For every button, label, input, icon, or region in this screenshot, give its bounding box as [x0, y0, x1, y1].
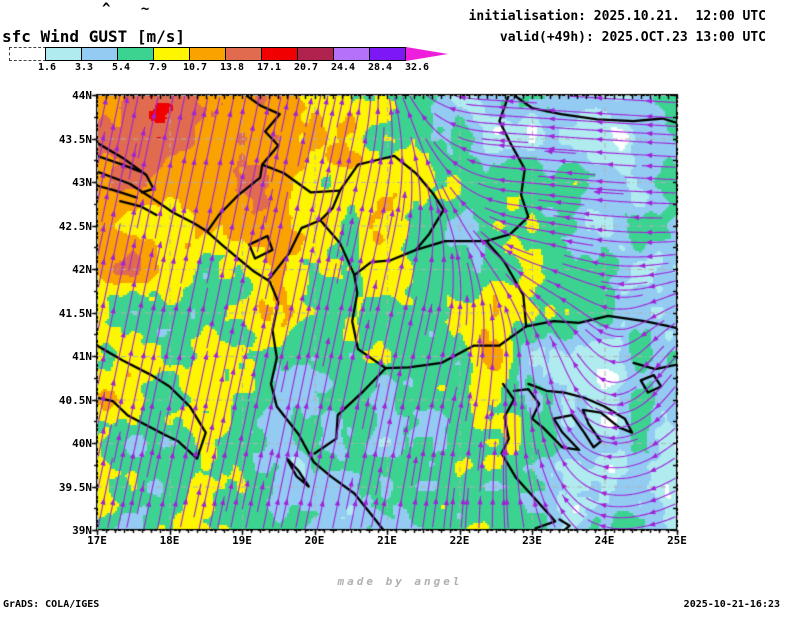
colorbar-level-label: 5.4	[111, 62, 131, 73]
y-tick-label: 42N	[72, 263, 92, 276]
init-time-line: initialisation: 2025.10.21. 12:00 UTC	[468, 9, 766, 24]
y-tick-label: 42.5N	[58, 219, 92, 233]
run-info: initialisation: 2025.10.21. 12:00 UTC val…	[469, 6, 766, 48]
colorbar-swatch	[81, 47, 118, 61]
colorbar-level-label: 17.1	[256, 62, 282, 73]
x-tick-label: 25E	[667, 534, 687, 547]
title-wind-symbols: ^ ~	[102, 1, 161, 17]
x-tick-label: 21E	[377, 534, 397, 547]
colorbar-swatch	[333, 47, 370, 61]
y-tick-label: 43N	[72, 176, 92, 189]
colorbar-swatch	[117, 47, 154, 61]
y-tick-label: 39.5N	[58, 480, 92, 494]
x-tick-label: 17E	[87, 534, 107, 547]
colorbar-level-label: 7.9	[148, 62, 168, 73]
y-tick-label: 41N	[72, 350, 92, 363]
colorbar-level-label: 10.7	[182, 62, 208, 73]
colorbar	[9, 47, 448, 61]
colorbar-level-label: 3.3	[74, 62, 94, 73]
colorbar-swatch	[153, 47, 190, 61]
y-tick-label: 44N	[72, 89, 92, 102]
x-tick-label: 23E	[522, 534, 542, 547]
y-tick-label: 40N	[72, 437, 92, 450]
colorbar-swatch	[225, 47, 262, 61]
colorbar-swatch	[189, 47, 226, 61]
y-tick-label: 40.5N	[58, 393, 92, 407]
x-tick-label: 24E	[594, 534, 615, 547]
grads-credit: GrADS: COLA/IGES	[3, 599, 100, 610]
y-tick-label: 39N	[72, 524, 92, 537]
valid-time-line: valid(+49h): 2025.OCT.23 13:00 UTC	[499, 30, 766, 45]
y-tick-label: 41.5N	[58, 306, 92, 320]
colorbar-level-label: 1.6	[37, 62, 57, 73]
colorbar-swatch	[9, 47, 46, 61]
x-tick-label: 22E	[449, 534, 470, 547]
colorbar-swatch	[369, 47, 406, 61]
plot-title: sfc Wind GUST [m/s]	[2, 27, 186, 46]
colorbar-swatch	[45, 47, 82, 61]
x-tick-label: 19E	[232, 534, 252, 547]
watermark: made by angel	[337, 575, 463, 588]
colorbar-level-label: 24.4	[330, 62, 356, 73]
x-tick-label: 20E	[304, 534, 325, 547]
colorbar-level-label: 20.7	[293, 62, 319, 73]
colorbar-level-label: 13.8	[219, 62, 245, 73]
colorbar-swatch	[261, 47, 298, 61]
creation-timestamp: 2025-10-21-16:23	[683, 599, 780, 610]
colorbar-level-label: 28.4	[367, 62, 393, 73]
colorbar-swatch	[297, 47, 334, 61]
colorbar-level-label: 32.6	[404, 62, 430, 73]
x-tick-label: 18E	[159, 534, 180, 547]
colorbar-overflow-arrow	[406, 47, 448, 61]
y-tick-label: 43.5N	[58, 132, 92, 146]
